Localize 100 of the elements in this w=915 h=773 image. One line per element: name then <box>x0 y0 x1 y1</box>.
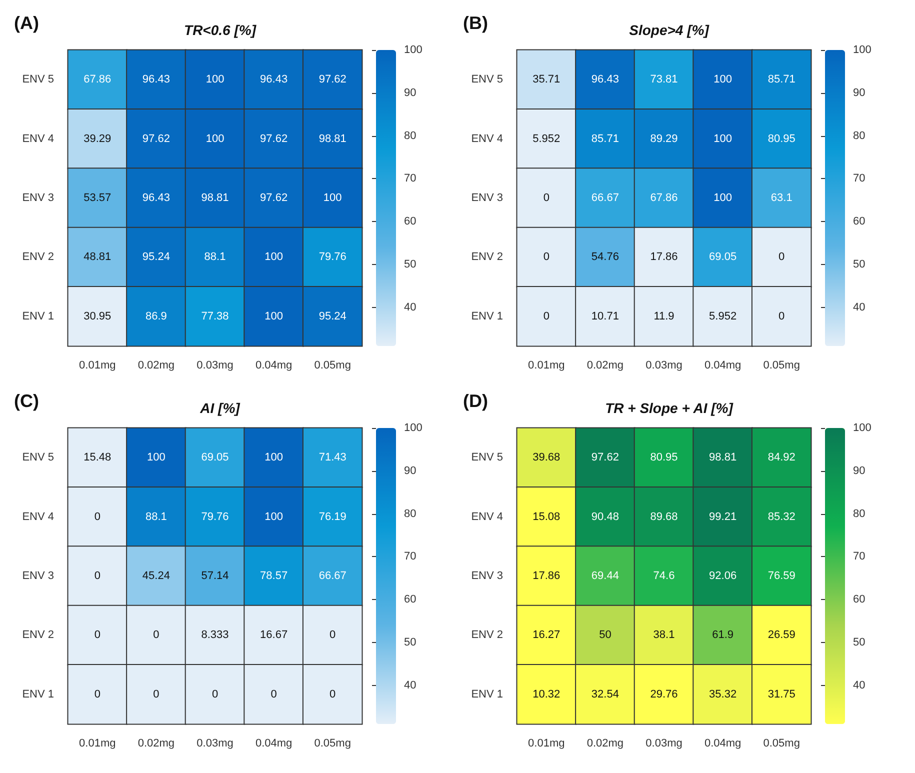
color-bar-label: 50 <box>853 258 866 270</box>
y-tick-label: ENV 4 <box>22 132 54 145</box>
x-tick-label: 0.02mg <box>586 738 624 750</box>
data-label: 85.32 <box>768 510 796 523</box>
color-bar-label: 90 <box>404 86 416 99</box>
data-label: 79.76 <box>318 251 346 264</box>
x-tick-label: 0.05mg <box>763 360 800 372</box>
x-tick-label: 0.04mg <box>255 360 292 372</box>
data-label: 100 <box>714 192 732 204</box>
x-tick-label: 0.04mg <box>255 738 292 750</box>
data-label: 39.29 <box>84 132 112 145</box>
data-label: 100 <box>206 132 224 145</box>
chart-title: TR<0.6 [%] <box>184 22 258 38</box>
data-label: 0 <box>94 629 100 642</box>
data-label: 89.29 <box>650 132 678 145</box>
data-label: 53.57 <box>84 192 112 204</box>
color-bar-label: 80 <box>853 130 866 142</box>
data-label: 100 <box>264 452 283 464</box>
data-label: 67.86 <box>84 74 112 86</box>
y-tick-label: ENV 1 <box>471 688 503 700</box>
data-label: 0 <box>153 688 160 700</box>
x-tick-label: 0.03mg <box>646 738 682 750</box>
data-label: 35.32 <box>709 688 737 700</box>
text: (D) <box>463 391 488 411</box>
y-tick-label: ENV 3 <box>471 192 503 204</box>
data-label: 69.05 <box>709 251 737 264</box>
data-label: 97.62 <box>142 132 170 145</box>
data-label: 97.62 <box>260 192 288 204</box>
data-label: 35.71 <box>532 74 560 86</box>
data-label: 0 <box>270 688 277 700</box>
data-label: 96.43 <box>591 74 619 86</box>
y-tick-label: ENV 5 <box>22 74 54 86</box>
data-label: 10.32 <box>532 688 560 700</box>
color-bar-label: 80 <box>404 508 416 520</box>
data-label: 100 <box>323 192 342 204</box>
color-bar-label: 50 <box>853 636 866 648</box>
x-tick-label: 0.02mg <box>586 360 624 372</box>
data-label: 63.1 <box>770 192 792 204</box>
data-label: 66.67 <box>318 570 346 582</box>
x-tick-label: 0.04mg <box>704 360 742 372</box>
y-tick-label: ENV 2 <box>22 629 54 642</box>
data-label: 74.6 <box>653 570 675 582</box>
color-bar-label: 40 <box>404 301 416 314</box>
color-bar-label: 40 <box>404 679 416 692</box>
data-label: 76.19 <box>318 510 346 523</box>
data-label: 80.95 <box>650 452 678 464</box>
data-label: 45.24 <box>142 570 170 582</box>
x-tick-label: 0.05mg <box>763 738 800 750</box>
data-label: 89.68 <box>650 510 678 523</box>
color-bar-label: 90 <box>404 464 416 477</box>
data-label: 100 <box>714 74 732 86</box>
color-bar-label: 60 <box>853 594 866 606</box>
data-label: 90.48 <box>591 510 619 523</box>
data-label: 97.62 <box>260 132 288 145</box>
data-label: 80.95 <box>768 132 796 145</box>
data-label: 17.86 <box>650 251 678 264</box>
color-bar-label: 80 <box>404 130 416 142</box>
data-label: 50 <box>599 629 612 642</box>
data-label: 85.71 <box>591 132 619 145</box>
data-label: 15.08 <box>532 510 560 523</box>
data-label: 96.43 <box>260 74 288 86</box>
data-label: 69.44 <box>591 570 619 582</box>
text: (B) <box>463 13 488 33</box>
x-tick-label: 0.02mg <box>138 738 175 750</box>
data-label: 98.81 <box>709 452 737 464</box>
data-label: 100 <box>264 310 283 322</box>
chart-title: TR + Slope + AI [%] <box>605 400 734 416</box>
color-bar-label: 70 <box>853 172 866 185</box>
data-label: 16.67 <box>260 629 288 642</box>
y-tick-label: ENV 3 <box>471 570 503 582</box>
data-label: 0 <box>543 310 550 322</box>
data-label: 5.952 <box>709 310 737 322</box>
y-tick-label: ENV 1 <box>22 688 54 700</box>
y-tick-label: ENV 1 <box>22 310 54 322</box>
color-bar-label: 80 <box>853 508 866 520</box>
data-label: 0 <box>543 251 550 264</box>
color-bar-label: 90 <box>853 464 866 477</box>
data-label: 29.76 <box>650 688 678 700</box>
color-bar-label: 50 <box>404 258 416 270</box>
color-bar-label: 100 <box>853 422 872 434</box>
data-label: 0 <box>94 688 100 700</box>
x-tick-label: 0.03mg <box>196 360 234 372</box>
x-tick-label: 0.01mg <box>79 738 116 750</box>
data-label: 0 <box>94 510 100 523</box>
data-label: 98.81 <box>201 192 229 204</box>
x-tick-label: 0.01mg <box>528 360 565 372</box>
data-label: 61.9 <box>712 629 734 642</box>
data-label: 100 <box>206 74 224 86</box>
text: (C) <box>14 391 39 411</box>
y-tick-label: ENV 4 <box>471 132 503 145</box>
x-tick-label: 0.04mg <box>704 738 742 750</box>
data-label: 98.81 <box>318 132 346 145</box>
data-label: 48.81 <box>84 251 112 264</box>
data-label: 86.9 <box>145 310 167 322</box>
text: (A) <box>14 13 39 33</box>
y-tick-label: ENV 5 <box>471 74 503 86</box>
chart-title: AI [%] <box>199 400 242 416</box>
y-tick-label: ENV 2 <box>22 251 54 264</box>
data-label: 26.59 <box>768 629 796 642</box>
y-tick-label: ENV 2 <box>471 629 503 642</box>
